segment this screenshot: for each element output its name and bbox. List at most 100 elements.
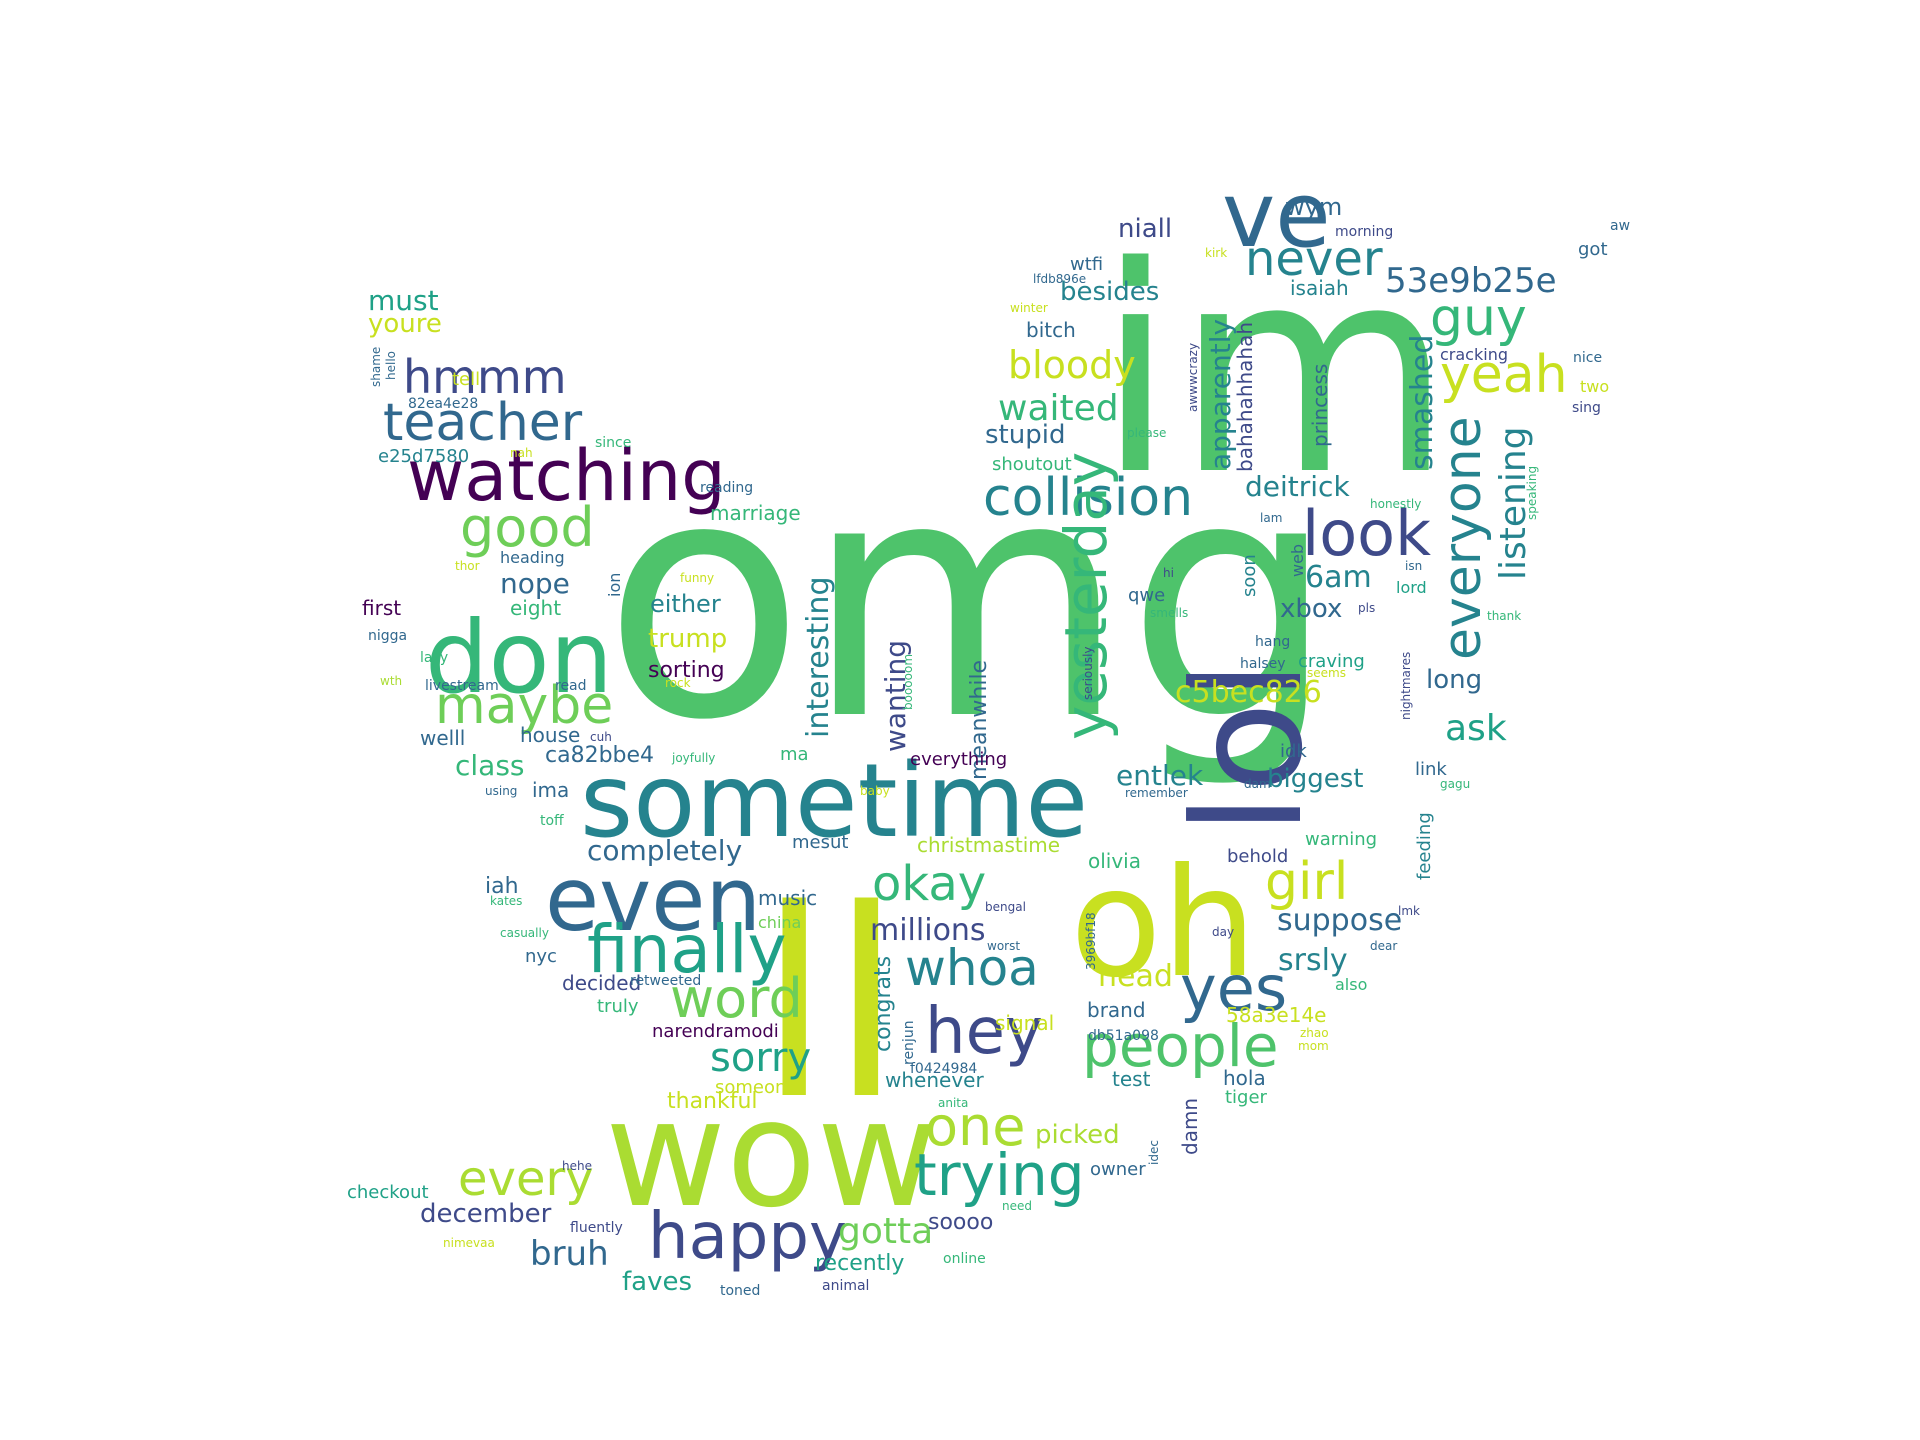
word: lam [1260, 511, 1282, 525]
word: nah [510, 446, 533, 460]
word: thor [455, 559, 480, 573]
word: craving [1298, 651, 1365, 672]
word: hang [1255, 634, 1290, 650]
word: warning [1305, 829, 1377, 850]
word: ll [758, 855, 902, 1157]
word: long [1426, 665, 1482, 695]
word: suppose [1277, 903, 1402, 938]
word: princess [1308, 364, 1332, 447]
word: reading [700, 480, 753, 496]
word: since [595, 435, 631, 451]
word: smashed [1405, 335, 1440, 470]
word: halsey [1240, 656, 1286, 672]
word: teacher [383, 393, 583, 453]
word: bloody [1008, 343, 1136, 387]
word: welll [420, 726, 465, 750]
word: apparently [1204, 319, 1237, 470]
word: yeah [1440, 345, 1568, 405]
word: damn [1178, 1098, 1202, 1155]
word: gagu [1440, 777, 1470, 791]
word: iah [485, 874, 519, 899]
word: toff [540, 813, 564, 829]
word: tiger [1225, 1087, 1268, 1108]
word: even [545, 848, 761, 951]
word: lmk [1398, 904, 1420, 918]
word: srsly [1278, 943, 1348, 978]
word: worst [987, 939, 1020, 953]
word: bengal [985, 900, 1026, 914]
word: please [1127, 426, 1166, 440]
word: lord [1396, 578, 1427, 597]
word: cuh [590, 730, 612, 744]
word: happy [648, 1200, 847, 1274]
word: ion [605, 573, 624, 597]
word: hehe [562, 1159, 592, 1173]
word: online [943, 1251, 986, 1267]
word: f0424984 [910, 1061, 977, 1077]
word: deitrick [1245, 470, 1350, 503]
word: youre [368, 309, 442, 339]
word: morning [1335, 224, 1393, 240]
word: people [1082, 1012, 1279, 1080]
word: nyc [525, 946, 557, 967]
word: millions [870, 913, 986, 948]
word: day [1212, 925, 1234, 939]
word: besides [1060, 277, 1159, 307]
word: link [1415, 759, 1447, 780]
word: smells [1150, 606, 1188, 620]
word: trying [914, 1141, 1085, 1209]
word: db51a098 [1088, 1028, 1159, 1044]
word: thank [1487, 609, 1521, 623]
word: cracking [1440, 345, 1508, 364]
word: 82ea4e28 [408, 396, 478, 412]
word: zhao [1300, 1026, 1329, 1040]
word: someone [715, 1077, 798, 1098]
word: got [1578, 239, 1608, 260]
word: also [1335, 975, 1367, 994]
word: mesut [792, 832, 848, 853]
word: first [362, 596, 401, 620]
word: music [758, 886, 817, 910]
word: nope [500, 567, 570, 600]
word: maybe [435, 676, 613, 736]
word: renjun [901, 1020, 917, 1065]
word: sing [1572, 400, 1601, 416]
word: c5bec826 [1175, 675, 1322, 710]
word: biggest [1267, 764, 1363, 794]
word: yesterday [1052, 452, 1120, 740]
word: collision [983, 468, 1193, 528]
word: look [1302, 497, 1431, 570]
word: funny [680, 571, 714, 585]
word: listening [1493, 426, 1534, 580]
word: shoutout [992, 454, 1072, 475]
word: hi [1163, 566, 1174, 580]
word: completely [587, 834, 742, 867]
word: retweeted [630, 973, 701, 989]
word: recently [815, 1251, 904, 1276]
word: dam [1244, 777, 1271, 791]
word: one [925, 1095, 1026, 1158]
word: aw [1610, 218, 1630, 234]
word: wth [380, 674, 402, 688]
word: remember [1125, 786, 1188, 800]
word: wow [605, 1068, 938, 1240]
word: stupid [985, 420, 1065, 450]
word: 58a3e14e [1226, 1003, 1327, 1027]
word: livestream [425, 678, 499, 694]
word: waited [998, 388, 1119, 429]
word: sometime [580, 742, 1088, 861]
word: idk [1280, 741, 1307, 762]
word: never [1245, 231, 1383, 287]
word: sorting [648, 658, 725, 683]
word: gotta [838, 1211, 933, 1252]
word: soon [1239, 554, 1260, 597]
word: xbox [1280, 594, 1342, 624]
word: lazy [420, 650, 448, 666]
word: olivia [1088, 849, 1141, 873]
word: lol [1162, 660, 1336, 835]
word: don [425, 599, 613, 716]
word: entlek [1116, 759, 1204, 792]
word: booooom [901, 654, 915, 710]
word: checkout [347, 1182, 429, 1203]
